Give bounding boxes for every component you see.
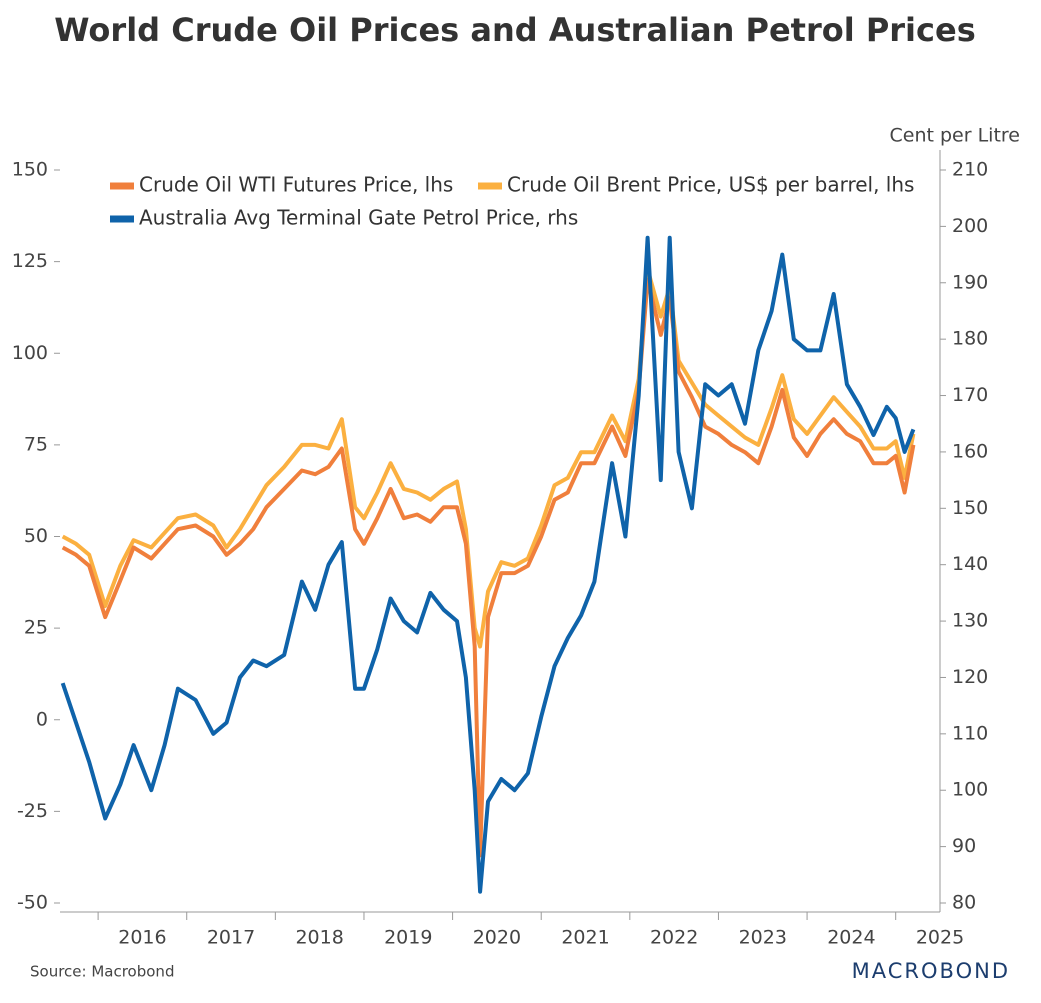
y-tick-label: 150 [12, 159, 48, 181]
y2-tick-label: 140 [952, 553, 988, 575]
legend-label: Crude Oil WTI Futures Price, lhs [139, 173, 453, 197]
y-tick-label: 100 [12, 342, 48, 364]
y2-tick-label: 80 [952, 892, 976, 914]
y-tick-label: 25 [24, 617, 48, 639]
x-tick-label: 2016 [118, 927, 166, 949]
y2-axis-label: Cent per Litre [890, 125, 1021, 147]
y2-tick-label: 170 [952, 384, 988, 406]
chart-title: World Crude Oil Prices and Australian Pe… [54, 11, 975, 49]
series-line [61, 278, 916, 858]
y2-tick-label: 160 [952, 440, 988, 462]
y2-tick-label: 180 [952, 328, 988, 350]
x-tick-label: 2022 [650, 927, 698, 949]
y2-tick-label: 120 [952, 666, 988, 688]
y2-tick-label: 150 [952, 497, 988, 519]
x-tick-label: 2023 [739, 927, 787, 949]
y2-tick-label: 190 [952, 271, 988, 293]
y2-tick-label: 210 [952, 159, 988, 181]
y2-tick-label: 200 [952, 215, 988, 237]
source: Source: Macrobond [30, 963, 174, 981]
legend-label: Crude Oil Brent Price, US$ per barrel, l… [507, 173, 914, 197]
y2-tick-label: 130 [952, 610, 988, 632]
y2-tick-label: 110 [952, 722, 988, 744]
legend-label: Australia Avg Terminal Gate Petrol Price… [139, 206, 578, 230]
x-tick-label: 2021 [561, 927, 609, 949]
y2-tick-label: 90 [952, 835, 976, 857]
x-tick-label: 2017 [207, 927, 255, 949]
series-line [61, 267, 916, 649]
series-line [60, 235, 916, 894]
x-tick-label: 2024 [827, 927, 875, 949]
x-tick-label: 2018 [295, 927, 343, 949]
y-tick-label: -25 [17, 800, 48, 822]
x-tick-label: 2020 [473, 927, 521, 949]
logo: MACROBOND [852, 959, 1010, 983]
y-tick-label: 50 [24, 525, 48, 547]
y2-tick-label: 100 [952, 779, 988, 801]
x-tick-label: 2019 [384, 927, 432, 949]
y-tick-label: 0 [36, 708, 48, 730]
y-tick-label: 75 [24, 433, 48, 455]
x-tick-label: 2025 [916, 927, 964, 949]
y-tick-label: -50 [17, 892, 48, 914]
y-tick-label: 125 [12, 250, 48, 272]
